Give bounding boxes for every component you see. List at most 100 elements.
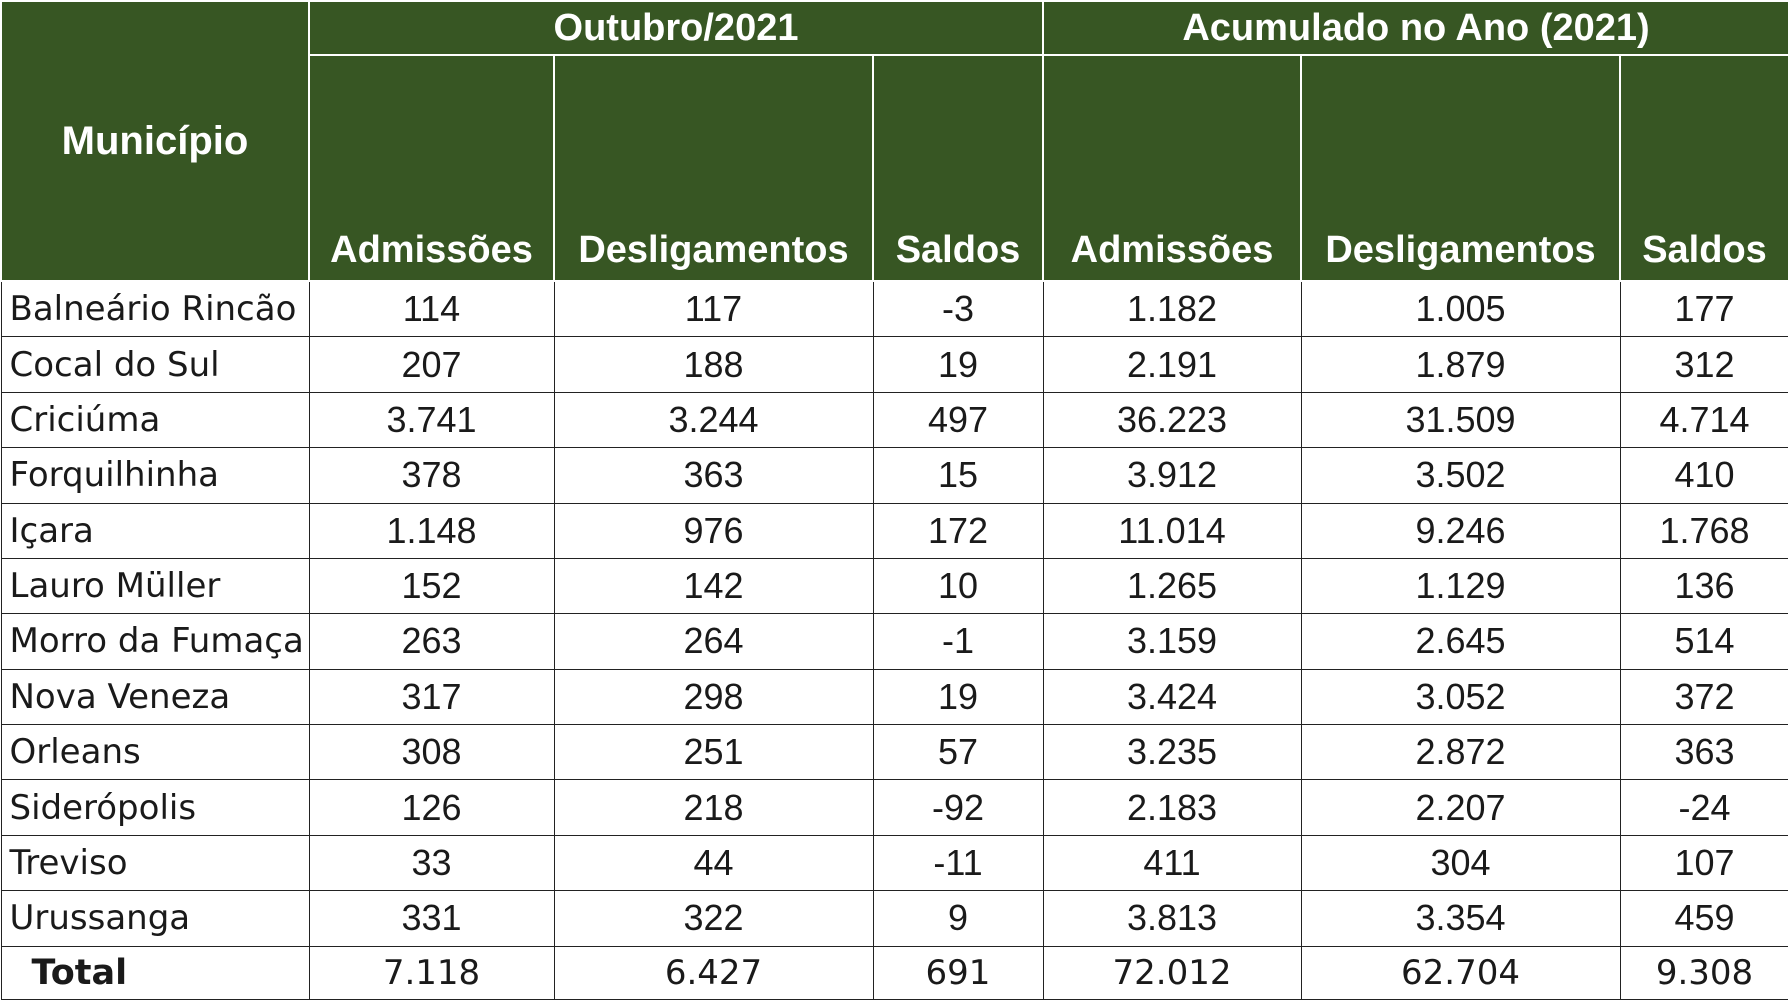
cell-desligamentos-mes: 976: [553, 502, 874, 559]
cell-admissoes-mes: 378: [308, 447, 555, 504]
table-row: Balneário Rincão 114 117 -3 1.182 1.005 177: [0, 280, 1788, 338]
municipio-cell: Criciúma: [0, 391, 310, 449]
cell-desligamentos-ano: 2.645: [1300, 613, 1621, 670]
cell-desligamentos-mes: 142: [553, 557, 874, 615]
cell-desligamentos-ano: 1.879: [1300, 336, 1621, 393]
total-label: Total: [0, 945, 310, 1000]
cell-saldos-mes: 172: [872, 502, 1044, 559]
cell-saldos-ano: 410: [1619, 447, 1788, 504]
cell-saldos-ano: 459: [1619, 890, 1788, 947]
cell-admissoes-ano: 411: [1042, 834, 1302, 892]
group-header-acumulado: Acumulado no Ano (2021): [1042, 0, 1788, 56]
total-desligamentos-ano: 62.704: [1300, 945, 1621, 1000]
column-header-admissoes-mes: Admissões: [308, 54, 555, 282]
municipio-cell: Forquilhinha: [0, 447, 310, 504]
cell-desligamentos-ano: 3.502: [1300, 447, 1621, 504]
cell-admissoes-mes: 331: [308, 890, 555, 947]
table-body: Balneário Rincão 114 117 -3 1.182 1.005 177 Coc…: [0, 280, 1788, 1000]
municipio-cell: Siderópolis: [0, 779, 310, 836]
cell-desligamentos-ano: 1.129: [1300, 557, 1621, 615]
cell-admissoes-mes: 308: [308, 723, 555, 781]
cell-desligamentos-mes: 188: [553, 336, 874, 393]
table-row: Cocal do Sul 207 188 19 2.191 1.879 312: [0, 336, 1788, 393]
table-row: Orleans 308 251 57 3.235 2.872 363: [0, 723, 1788, 781]
cell-admissoes-ano: 2.191: [1042, 336, 1302, 393]
cell-desligamentos-ano: 9.246: [1300, 502, 1621, 559]
table-row: Urussanga 331 322 9 3.813 3.354 459: [0, 890, 1788, 947]
cell-admissoes-mes: 114: [308, 280, 555, 338]
cell-saldos-ano: 1.768: [1619, 502, 1788, 559]
column-header-saldos-ano: Saldos: [1619, 54, 1788, 282]
total-row: Total 7.118 6.427 691 72.012 62.704 9.308: [0, 945, 1788, 1000]
cell-admissoes-ano: 36.223: [1042, 391, 1302, 449]
cell-saldos-mes: 19: [872, 336, 1044, 393]
cell-desligamentos-ano: 31.509: [1300, 391, 1621, 449]
cell-admissoes-ano: 2.183: [1042, 779, 1302, 836]
cell-saldos-ano: -24: [1619, 779, 1788, 836]
municipio-cell: Urussanga: [0, 890, 310, 947]
cell-desligamentos-ano: 1.005: [1300, 280, 1621, 338]
cell-saldos-mes: 10: [872, 557, 1044, 615]
table-row: Siderópolis 126 218 -92 2.183 2.207 -24: [0, 779, 1788, 836]
cell-desligamentos-mes: 264: [553, 613, 874, 670]
cell-saldos-mes: 57: [872, 723, 1044, 781]
municipio-cell: Cocal do Sul: [0, 336, 310, 393]
cell-admissoes-mes: 207: [308, 336, 555, 393]
cell-admissoes-mes: 33: [308, 834, 555, 892]
cell-admissoes-mes: 126: [308, 779, 555, 836]
cell-saldos-mes: -3: [872, 280, 1044, 338]
cell-saldos-ano: 107: [1619, 834, 1788, 892]
cell-saldos-mes: -92: [872, 779, 1044, 836]
group-header-outubro: Outubro/2021: [307, 0, 1045, 56]
cell-admissoes-ano: 11.014: [1042, 502, 1302, 559]
municipio-cell: Nova Veneza: [0, 668, 310, 726]
table-row: Criciúma 3.741 3.244 497 36.223 31.509 4.714: [0, 391, 1788, 449]
cell-saldos-ano: 312: [1619, 336, 1788, 393]
cell-admissoes-ano: 3.235: [1042, 723, 1302, 781]
table-row: Lauro Müller 152 142 10 1.265 1.129 136: [0, 557, 1788, 615]
cell-saldos-ano: 514: [1619, 613, 1788, 670]
cell-desligamentos-ano: 2.207: [1300, 779, 1621, 836]
cell-admissoes-ano: 1.182: [1042, 280, 1302, 338]
cell-desligamentos-ano: 304: [1300, 834, 1621, 892]
cell-saldos-mes: 15: [872, 447, 1044, 504]
cell-admissoes-mes: 317: [308, 668, 555, 726]
municipio-cell: Orleans: [0, 723, 310, 781]
cell-desligamentos-ano: 2.872: [1300, 723, 1621, 781]
table-row: Nova Veneza 317 298 19 3.424 3.052 372: [0, 668, 1788, 726]
cell-admissoes-ano: 3.912: [1042, 447, 1302, 504]
column-header-desligamentos-ano: Desligamentos: [1300, 54, 1622, 282]
column-header-saldos-mes: Saldos: [871, 54, 1045, 282]
column-header-desligamentos-mes: Desligamentos: [553, 54, 874, 282]
table-row: Morro da Fumaça 263 264 -1 3.159 2.645 514: [0, 613, 1788, 670]
municipio-cell: Içara: [0, 502, 310, 559]
cell-desligamentos-mes: 117: [553, 280, 874, 338]
cell-saldos-ano: 363: [1619, 723, 1788, 781]
municipio-header: Município: [0, 0, 310, 282]
cell-admissoes-ano: 3.424: [1042, 668, 1302, 726]
table-row: Treviso 33 44 -11 411 304 107: [0, 834, 1788, 892]
municipio-cell: Lauro Müller: [0, 557, 310, 615]
cell-admissoes-ano: 3.813: [1042, 890, 1302, 947]
cell-admissoes-ano: 3.159: [1042, 613, 1302, 670]
cell-admissoes-ano: 1.265: [1042, 557, 1302, 615]
cell-admissoes-mes: 152: [308, 557, 555, 615]
total-admissoes-ano: 72.012: [1042, 945, 1302, 1000]
total-saldos-ano: 9.308: [1619, 945, 1788, 1000]
municipio-cell: Balneário Rincão: [0, 280, 310, 338]
cell-desligamentos-mes: 218: [553, 779, 874, 836]
cell-desligamentos-ano: 3.052: [1300, 668, 1621, 726]
table-row: Içara 1.148 976 172 11.014 9.246 1.768: [0, 502, 1788, 559]
column-header-row: Admissões Desligamentos Saldos Admissões…: [1, 54, 1788, 282]
cell-saldos-mes: -11: [872, 834, 1044, 892]
cell-desligamentos-mes: 251: [553, 723, 874, 781]
municipio-cell: Morro da Fumaça: [0, 613, 310, 670]
table-row: Forquilhinha 378 363 15 3.912 3.502 410: [0, 447, 1788, 504]
cell-admissoes-mes: 1.148: [308, 502, 555, 559]
cell-desligamentos-mes: 3.244: [553, 391, 874, 449]
cell-saldos-ano: 4.714: [1619, 391, 1788, 449]
cell-saldos-mes: 9: [872, 890, 1044, 947]
cell-saldos-mes: 497: [872, 391, 1044, 449]
cell-desligamentos-mes: 298: [553, 668, 874, 726]
